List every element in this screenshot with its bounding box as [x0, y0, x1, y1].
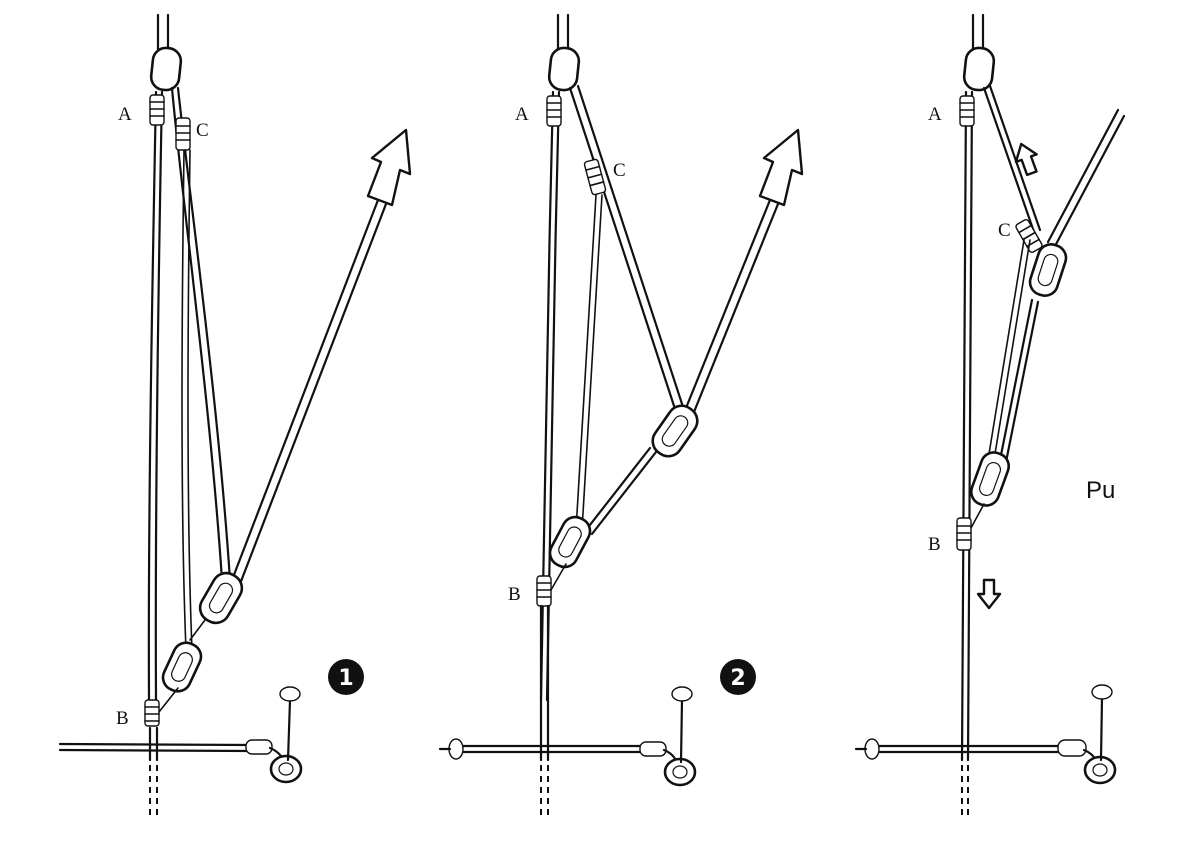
prusik-knot-a: [149, 94, 165, 126]
rope-continuation: [149, 765, 158, 815]
lower-carabiner: [161, 641, 203, 693]
step-number: 1: [338, 666, 353, 691]
anchor-carabiner: [149, 46, 183, 92]
rope-continuation: [540, 765, 549, 815]
prusik-knot-b: [956, 517, 972, 551]
label-b: B: [508, 584, 521, 605]
up-arrow: [1014, 142, 1038, 177]
haul-rope: [982, 86, 1036, 234]
label-a: A: [928, 104, 942, 125]
prusik-knot-b: [536, 575, 552, 607]
label-b: B: [116, 708, 129, 729]
cropped-caption: Pu: [1086, 477, 1115, 504]
prusik-knot-c: [583, 158, 607, 196]
prusik-line: [987, 239, 1025, 461]
anchor-carabiner: [962, 46, 996, 92]
prusik-knot-c: [175, 117, 191, 151]
rope-continuation: [961, 765, 969, 815]
sling: [639, 741, 667, 757]
main-rope: [147, 90, 158, 702]
prusik-line: [575, 194, 597, 531]
haul-rope: [568, 86, 678, 414]
ground-rope: [58, 742, 252, 747]
sling: [1057, 739, 1087, 757]
step-number-badge: [720, 659, 756, 695]
anchor-rope: [556, 13, 570, 52]
anchor-stake: [679, 698, 684, 764]
panel-3: A C B Pu: [854, 13, 1126, 815]
pulley-carabiner: [198, 571, 244, 625]
anchor-ring: [269, 754, 303, 784]
step-number-badge: [328, 659, 364, 695]
haul-rope: [170, 86, 224, 582]
anchor-ring: [1083, 755, 1117, 785]
label-c: C: [196, 120, 209, 141]
anchor-rope: [156, 13, 170, 52]
pull-arrow: [758, 128, 804, 207]
label-b: B: [928, 534, 941, 555]
haul-line: [230, 198, 380, 582]
sling: [245, 739, 273, 755]
anchor-stake: [286, 698, 292, 762]
anchor-carabiner: [547, 46, 581, 92]
prusik-knot-b: [144, 699, 160, 727]
down-arrow: [976, 578, 1002, 610]
step-number: 2: [730, 666, 745, 691]
prusik-knot-a: [546, 95, 562, 127]
panel-1: A C B 1: [58, 13, 412, 815]
label-c: C: [998, 220, 1011, 241]
haul-line: [1046, 108, 1120, 244]
label-c: C: [613, 160, 626, 181]
label-a: A: [515, 104, 529, 125]
main-rope: [960, 90, 968, 762]
anchor-stake: [1099, 696, 1104, 762]
prusik-line: [181, 149, 187, 651]
haul-line: [684, 198, 772, 410]
lower-carabiner: [969, 451, 1011, 507]
pull-arrow: [366, 128, 412, 207]
label-a: A: [118, 104, 132, 125]
panel-2: A C B 2: [438, 13, 804, 815]
anchor-rope: [971, 13, 985, 52]
lower-carabiner: [548, 515, 592, 569]
anchor-ring: [663, 757, 697, 787]
prusik-knot-a: [959, 95, 975, 127]
